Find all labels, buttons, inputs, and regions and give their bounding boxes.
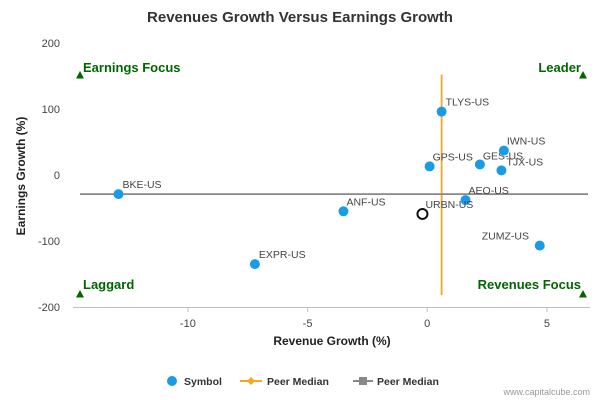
legend-peer-median-diamond (247, 377, 255, 385)
y-tick-label: 0 (54, 170, 60, 182)
point-tjx-us[interactable] (496, 165, 507, 176)
point-aeo-us[interactable] (460, 195, 471, 206)
quadrant-marker-bottom-right (579, 290, 587, 298)
tick-labels: 200 100 0 -100 -200 -10 -5 0 5 (38, 38, 550, 330)
legend-symbol-marker (167, 376, 177, 386)
data-points: BKE-US ANF-US EXPR-US GPS-US TLYS-US GES-US IW… (113, 97, 546, 270)
y-axis-title: Earnings Growth (%) (14, 117, 28, 236)
legend-item-peer-median-horizontal[interactable]: Peer Median (353, 376, 439, 388)
quadrant-label-revenues-focus: Revenues Focus (478, 277, 581, 292)
point-bke-us[interactable] (113, 189, 124, 200)
point-label-urbn-us: URBN-US (425, 199, 473, 211)
y-tick-label: 200 (42, 38, 60, 50)
point-label-aeo-us: AEO-US (469, 185, 509, 197)
point-anf-us[interactable] (338, 206, 349, 217)
y-tick-label: 100 (42, 104, 60, 116)
quadrant-marker-top-right (579, 71, 587, 79)
point-label-anf-us: ANF-US (346, 196, 385, 208)
legend-label-peer-median-2: Peer Median (377, 376, 439, 388)
y-tick-label: -100 (38, 236, 60, 248)
y-tick-label: -200 (38, 302, 60, 314)
x-tick-label: -10 (180, 318, 196, 330)
point-label-expr-us: EXPR-US (259, 249, 306, 261)
footer-credit: www.capitalcube.com (502, 387, 590, 397)
point-label-iwn-us: IWN-US (507, 136, 546, 148)
legend-item-peer-median-vertical[interactable]: Peer Median (240, 376, 329, 388)
legend-label-symbol: Symbol (184, 376, 222, 388)
x-tick-label: 0 (424, 318, 430, 330)
quadrant-marker-top-left (76, 71, 84, 79)
point-zumz-us[interactable] (534, 240, 545, 251)
point-iwn-us[interactable] (498, 145, 509, 156)
quadrant-marker-bottom-left (76, 290, 84, 298)
legend-peer-median-square (359, 377, 367, 385)
legend: Symbol Peer Median Peer Median (167, 376, 439, 388)
point-label-tlys-us: TLYS-US (446, 97, 490, 109)
legend-item-symbol[interactable]: Symbol (167, 376, 222, 388)
point-gps-us[interactable] (424, 161, 435, 172)
quadrant-label-leader: Leader (538, 60, 581, 75)
point-tlys-us[interactable] (436, 106, 447, 117)
x-tick-label: 5 (544, 318, 550, 330)
point-label-zumz-us: ZUMZ-US (482, 231, 529, 243)
point-label-ges-us: GES-US (483, 150, 523, 162)
x-axis-title: Revenue Growth (%) (273, 334, 390, 348)
chart-title: Revenues Growth Versus Earnings Growth (147, 9, 453, 26)
quadrant-label-laggard: Laggard (83, 277, 134, 292)
point-expr-us[interactable] (249, 259, 260, 270)
quadrant-label-earnings-focus: Earnings Focus (83, 60, 181, 75)
x-tick-label: -5 (303, 318, 313, 330)
point-ges-us[interactable] (474, 159, 485, 170)
point-label-gps-us: GPS-US (433, 151, 473, 163)
quadrant-labels: Earnings Focus Leader Laggard Revenues Focu… (76, 60, 587, 298)
point-label-tjx-us: TJX-US (506, 156, 543, 168)
point-urbn-us[interactable] (416, 207, 429, 220)
point-label-bke-us: BKE-US (122, 179, 161, 191)
legend-label-peer-median-1: Peer Median (267, 376, 329, 388)
